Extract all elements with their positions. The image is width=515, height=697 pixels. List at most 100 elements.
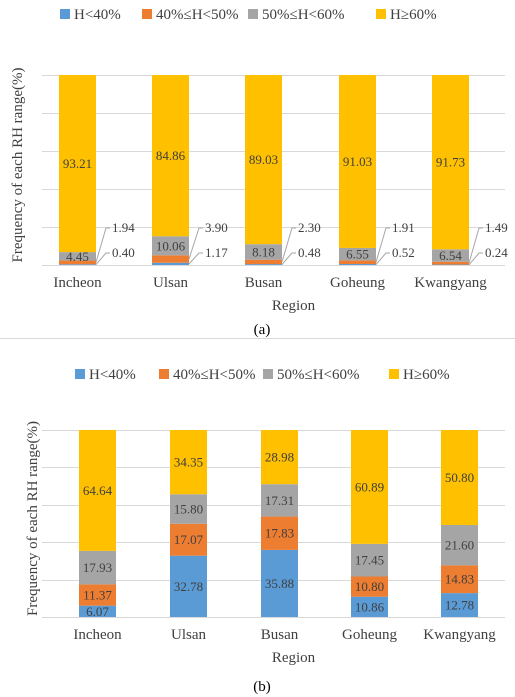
bar-segment-h-50-60 <box>79 550 116 585</box>
bar-segment-h-lt-40 <box>79 605 116 617</box>
data-label: 6.07 <box>86 604 109 619</box>
data-label: 0.52 <box>392 245 415 260</box>
legend: H<40% 40%≤H<50% 50%≤H<60% H≥60% <box>75 367 450 383</box>
legend: H<40% 40%≤H<50% 50%≤H<60% H≥60% <box>60 7 437 23</box>
data-label: 84.86 <box>156 148 186 163</box>
legend-label-h-lt-40: H<40% <box>89 367 136 383</box>
data-label: 64.64 <box>83 483 113 498</box>
x-tick-label: Goheung <box>342 627 397 643</box>
data-label: 1.94 <box>112 220 135 235</box>
y-axis-title: Frequency of each RH range(%) <box>25 421 41 616</box>
data-label: 89.03 <box>249 152 278 167</box>
data-label-leader <box>468 227 483 264</box>
bar-segment-h-ge-60 <box>170 430 207 495</box>
bar-segment-h-50-60 <box>170 494 207 524</box>
data-label: 34.35 <box>174 455 203 470</box>
bar-segment-h-ge-60 <box>351 430 388 544</box>
bar-stack-kwangyang: 0.24 1.49 6.54 91.73 <box>432 75 508 266</box>
bar-segment-h-50-60 <box>261 484 298 517</box>
data-label: 10.86 <box>355 599 385 614</box>
data-label: 11.37 <box>83 588 112 603</box>
data-label: 91.73 <box>436 155 465 170</box>
panel-caption: (a) <box>254 322 271 338</box>
bar-segment-h-40-50 <box>351 576 388 597</box>
bar-segment-h-ge-60 <box>152 75 189 237</box>
x-tick-label: Kwangyang <box>423 627 496 643</box>
bar-stack-kwangyang: 12.78 14.83 21.60 50.80 <box>441 429 478 617</box>
x-axis-title: Region <box>272 650 316 666</box>
bar-segment-h-50-60 <box>351 543 388 577</box>
x-tick-label: Goheung <box>330 275 385 291</box>
bar-segment-h-40-50 <box>152 255 189 263</box>
data-label: 4.45 <box>66 249 89 264</box>
data-label: 6.55 <box>346 247 369 262</box>
data-label: 1.49 <box>485 220 508 235</box>
legend-swatch-h-40-50 <box>142 9 152 19</box>
data-label: 12.78 <box>445 598 474 613</box>
data-label: 93.21 <box>63 156 92 171</box>
data-label: 50.80 <box>445 470 474 485</box>
bar-segment-h-lt-40 <box>59 264 96 265</box>
legend-swatch-h-50-60 <box>263 369 273 379</box>
bar-segment-h-50-60 <box>432 249 469 262</box>
data-label: 17.93 <box>83 560 112 575</box>
bar-stack-incheon: 0.40 1.94 4.45 93.21 <box>59 75 135 265</box>
data-label: 6.54 <box>439 248 462 263</box>
bar-stack-ulsan: 1.17 3.90 10.06 84.86 <box>152 75 228 265</box>
legend-swatch-h-ge-60 <box>389 369 399 379</box>
data-label-leader <box>95 252 110 265</box>
bar-segment-h-40-50 <box>59 260 96 265</box>
bar-segment-h-lt-40 <box>351 596 388 617</box>
bar-stack-ulsan: 32.78 17.07 15.80 34.35 <box>170 430 207 617</box>
data-label: 32.78 <box>174 579 203 594</box>
data-label: 28.98 <box>265 450 294 465</box>
data-label-leader <box>375 252 390 265</box>
bar-segment-h-50-60 <box>245 244 282 260</box>
data-label: 3.90 <box>205 220 228 235</box>
bar-segment-h-40-50 <box>441 565 478 594</box>
x-tick-label: Incheon <box>73 627 122 643</box>
panel-caption: (b) <box>253 679 271 695</box>
data-label: 35.88 <box>265 576 294 591</box>
bar-stack-busan: 0.48 2.30 8.18 89.03 <box>245 75 321 265</box>
bar-segment-h-ge-60 <box>441 429 478 525</box>
data-label: 17.83 <box>265 526 294 541</box>
bar-segment-h-lt-40 <box>152 262 189 265</box>
data-label-leader <box>95 227 110 263</box>
data-label-leader <box>281 227 296 263</box>
legend-label-h-50-60: 50%≤H<60% <box>277 367 360 383</box>
bar-stack-busan: 35.88 17.83 17.31 28.98 <box>261 430 298 617</box>
bar-segment-h-40-50 <box>79 584 116 606</box>
data-label: 21.60 <box>445 538 474 553</box>
bar-segment-h-40-50 <box>170 523 207 556</box>
legend-label-h-40-50: 40%≤H<50% <box>173 367 256 383</box>
x-tick-label: Busan <box>261 627 299 643</box>
data-label: 15.80 <box>174 502 203 517</box>
data-label: 2.30 <box>298 220 321 235</box>
x-tick-label: Kwangyang <box>414 275 487 291</box>
x-tick-label: Busan <box>245 275 283 291</box>
data-label: 10.06 <box>156 238 186 253</box>
data-label-leader <box>375 227 390 263</box>
legend-swatch-h-40-50 <box>159 369 169 379</box>
bar-segment-h-50-60 <box>152 236 189 256</box>
bar-stack-goheung: 0.52 1.91 6.55 91.03 <box>339 74 415 265</box>
bar-segment-h-40-50 <box>261 516 298 550</box>
bar-segment-h-40-50 <box>245 259 282 265</box>
data-label: 60.89 <box>355 479 384 494</box>
data-label-leader <box>281 252 296 265</box>
legend-swatch-h-50-60 <box>248 9 258 19</box>
bar-segment-h-ge-60 <box>432 75 469 250</box>
data-label: 1.91 <box>392 220 415 235</box>
legend-label-h-ge-60: H≥60% <box>403 367 450 383</box>
bar-segment-h-40-50 <box>339 260 376 265</box>
bar-segment-h-ge-60 <box>339 74 376 248</box>
bar-segment-h-lt-40 <box>245 264 282 265</box>
bar-segment-h-lt-40 <box>170 555 207 617</box>
bar-segment-h-ge-60 <box>59 75 96 253</box>
data-label: 17.45 <box>355 553 384 568</box>
data-label: 1.17 <box>205 245 228 260</box>
x-tick-label: Ulsan <box>171 627 206 643</box>
